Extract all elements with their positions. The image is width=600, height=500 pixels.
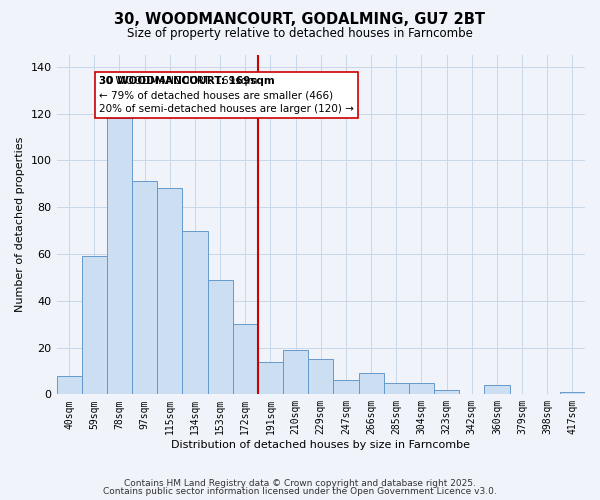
X-axis label: Distribution of detached houses by size in Farncombe: Distribution of detached houses by size …: [171, 440, 470, 450]
Text: 30 WOODMANCOURT: 169sqm
← 79% of detached houses are smaller (466)
20% of semi-d: 30 WOODMANCOURT: 169sqm ← 79% of detache…: [100, 76, 354, 114]
Text: Contains public sector information licensed under the Open Government Licence v3: Contains public sector information licen…: [103, 487, 497, 496]
Bar: [283, 350, 308, 395]
Bar: [107, 118, 132, 394]
Text: Size of property relative to detached houses in Farncombe: Size of property relative to detached ho…: [127, 28, 473, 40]
Text: 30, WOODMANCOURT, GODALMING, GU7 2BT: 30, WOODMANCOURT, GODALMING, GU7 2BT: [115, 12, 485, 28]
Bar: [560, 392, 585, 394]
Bar: [56, 376, 82, 394]
Bar: [132, 182, 157, 394]
Text: Contains HM Land Registry data © Crown copyright and database right 2025.: Contains HM Land Registry data © Crown c…: [124, 478, 476, 488]
Bar: [484, 385, 509, 394]
Bar: [359, 374, 383, 394]
Bar: [157, 188, 182, 394]
Bar: [182, 230, 208, 394]
Bar: [233, 324, 258, 394]
Bar: [409, 382, 434, 394]
Y-axis label: Number of detached properties: Number of detached properties: [15, 137, 25, 312]
Bar: [308, 359, 334, 394]
Text: 30 WOODMANCOURT: 169sqm: 30 WOODMANCOURT: 169sqm: [100, 76, 275, 86]
Bar: [258, 362, 283, 394]
Bar: [383, 382, 409, 394]
Bar: [82, 256, 107, 394]
Bar: [334, 380, 359, 394]
Bar: [208, 280, 233, 394]
Bar: [434, 390, 459, 394]
